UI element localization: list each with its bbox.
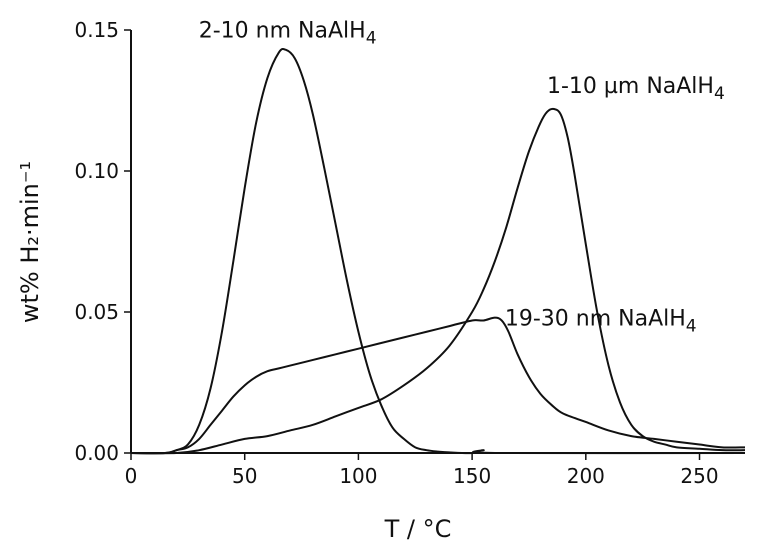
curve-label-subscript: 4 [686,317,697,337]
x-tick-label: 0 [125,464,138,488]
x-tick-label: 150 [453,464,491,488]
y-axis-title: wt% H₂·min⁻¹ [16,161,44,323]
series-line-1 [130,47,746,455]
series-line-2 [130,107,746,455]
x-axis-title: T / °C [384,515,452,543]
x-tick-label: 50 [232,464,257,488]
curve-label-2: 1-10 µm NaAlH4 [547,74,725,104]
y-tick-label: 0.00 [74,441,119,465]
curve-label-subscript: 4 [366,29,377,49]
curve-label-text: 19-30 nm NaAlH [505,307,686,332]
y-tick-label: 0.10 [74,159,119,183]
curve-label-1: 2-10 nm NaAlH4 [199,19,377,49]
x-tick-label: 200 [567,464,605,488]
plot-area [130,47,746,455]
curve-label-3: 19-30 nm NaAlH4 [505,307,697,337]
axes [130,30,745,454]
x-tick-label: 100 [339,464,377,488]
ticks: 0 50 100 150 200 250 0.00 0.05 0.10 0.15 [74,18,718,488]
x-tick-label: 250 [680,464,718,488]
curve-label-text: 1-10 µm NaAlH [547,74,714,99]
y-tick-label: 0.05 [74,300,119,324]
series-line-3 [130,316,746,455]
curve-label-text: 2-10 nm NaAlH [199,19,366,44]
curve-label-subscript: 4 [714,84,725,104]
y-tick-label: 0.15 [74,18,119,42]
